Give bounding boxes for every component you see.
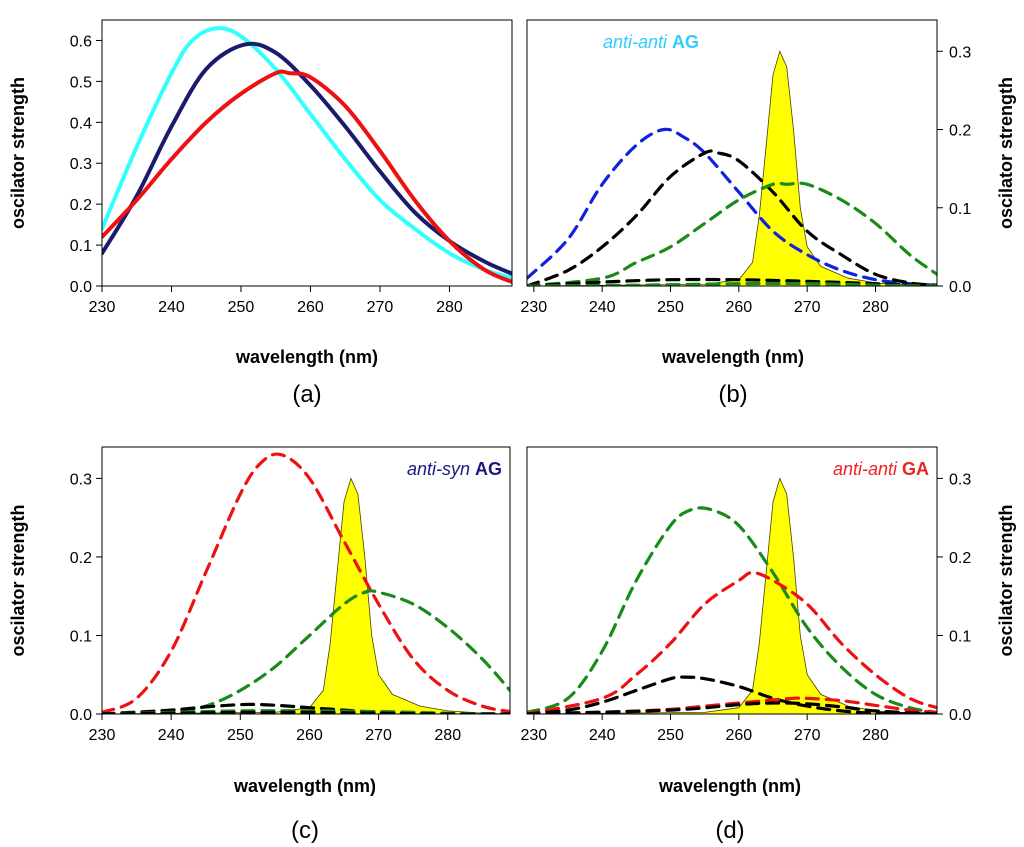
x-tick-label: 280: [862, 299, 889, 316]
x-tick-label: 270: [794, 299, 821, 316]
panel-b: 230 240 250 260 270 280 0.0 0.1 0.2 0.3 wavelength…: [520, 19, 1016, 408]
x-tick-label: 240: [158, 727, 185, 744]
series-line-c-1: [102, 589, 510, 714]
x-tick-label: 250: [657, 727, 684, 744]
x-tick-label: 250: [657, 299, 684, 316]
plot-area-d: [527, 477, 937, 714]
conformer-name: anti-anti: [833, 459, 902, 479]
x-tick-label: 240: [589, 299, 616, 316]
conformer-annotation: anti-anti AG: [603, 32, 699, 52]
x-tick-label: 240: [589, 727, 616, 744]
x-tick-label: 260: [297, 299, 324, 316]
y-tick-label: 0.0: [949, 707, 971, 724]
experimental-spectrum-area: [527, 50, 937, 286]
y-tick-label: 0.3: [949, 471, 971, 488]
y-tick-label: 0.1: [70, 238, 92, 255]
y-tick-label: 0.0: [949, 279, 971, 296]
y-tick-label: 0.1: [70, 628, 92, 645]
panel-d: 230 240 250 260 270 280 0.0 0.1 0.2 0.3 wavelength…: [520, 446, 1016, 844]
x-tick-label: 260: [296, 727, 323, 744]
x-tick-label: 260: [725, 727, 752, 744]
x-tick-label: 280: [434, 727, 461, 744]
x-tick-label: 280: [436, 299, 463, 316]
x-axis-label: wavelength (nm): [658, 776, 801, 796]
x-tick-label: 270: [365, 727, 392, 744]
y-tick-label: 0.4: [70, 115, 92, 132]
y-tick-label: 0.0: [70, 279, 92, 296]
panel-label: (a): [292, 381, 321, 408]
plot-frame: [526, 19, 938, 287]
y-axis-label: oscilator strength: [996, 77, 1016, 229]
plot-frame: [101, 19, 513, 287]
x-tick-label: 230: [520, 727, 547, 744]
x-tick-label: 270: [367, 299, 394, 316]
series-line-d-1: [527, 570, 937, 714]
conformer-name: anti-anti: [603, 32, 672, 52]
panel-label: (b): [718, 381, 747, 408]
plot-frame: [101, 446, 511, 715]
conformer-name: anti-syn: [407, 459, 475, 479]
experimental-spectrum-area: [102, 477, 510, 714]
y-axis-label: oscilator strength: [996, 504, 1016, 656]
y-tick-label: 0.5: [70, 74, 92, 91]
y-tick-label: 0.2: [949, 123, 971, 140]
plot-area-c: [102, 452, 510, 714]
y-tick-label: 0.0: [70, 707, 92, 724]
panel-label: (d): [715, 817, 744, 844]
y-tick-label: 0.2: [70, 197, 92, 214]
y-axis-label: oscilator strength: [8, 504, 28, 656]
experimental-spectrum-area: [527, 477, 937, 714]
series-line-c-0: [102, 452, 510, 714]
series-line-d-2: [527, 675, 937, 714]
series-line-d-0: [527, 506, 937, 714]
x-tick-label: 270: [794, 727, 821, 744]
series-line-b-4: [527, 281, 937, 286]
x-axis-label: wavelength (nm): [233, 776, 376, 796]
conformer-annotation: anti-syn AG: [407, 459, 502, 479]
series-line-a-2: [102, 69, 512, 284]
series-line-d-4: [527, 701, 937, 714]
x-tick-label: 240: [158, 299, 185, 316]
y-axis-label: oscilator strength: [8, 77, 28, 229]
plot-frame: [526, 446, 938, 715]
plot-area-b: [527, 50, 937, 286]
y-tick-label: 0.1: [949, 201, 971, 218]
y-tick-label: 0.2: [70, 550, 92, 567]
series-line-a-0: [102, 26, 512, 280]
x-tick-label: 260: [725, 299, 752, 316]
y-tick-label: 0.2: [949, 550, 971, 567]
panel-c: 230 240 250 260 270 280 0.0 0.1 0.2 0.3 wavelength…: [8, 446, 511, 844]
panel-label: (c): [291, 817, 319, 844]
y-tick-label: 0.1: [949, 628, 971, 645]
dimer-label: AG: [672, 32, 699, 52]
dimer-label: GA: [902, 459, 929, 479]
y-tick-label: 0.3: [70, 471, 92, 488]
dimer-label: AG: [475, 459, 502, 479]
series-line-b-1: [527, 149, 937, 286]
y-tick-label: 0.6: [70, 33, 92, 50]
series-line-b-0: [527, 127, 937, 286]
conformer-annotation: anti-anti GA: [833, 459, 929, 479]
series-line-b-2: [527, 181, 937, 286]
x-tick-label: 280: [862, 727, 889, 744]
plot-area-a: [102, 26, 512, 284]
x-axis-label: wavelength (nm): [235, 347, 378, 367]
x-tick-label: 230: [520, 299, 547, 316]
x-tick-label: 230: [89, 727, 116, 744]
panel-a: 230 240 250 260 270 280 0.0 0.1 0.2 0.3 0.4 0.5 0.6 w…: [8, 19, 513, 408]
y-tick-label: 0.3: [70, 156, 92, 173]
y-tick-label: 0.3: [949, 44, 971, 61]
x-tick-label: 250: [227, 727, 254, 744]
x-tick-label: 230: [89, 299, 116, 316]
x-tick-label: 250: [228, 299, 255, 316]
x-axis-label: wavelength (nm): [661, 347, 804, 367]
